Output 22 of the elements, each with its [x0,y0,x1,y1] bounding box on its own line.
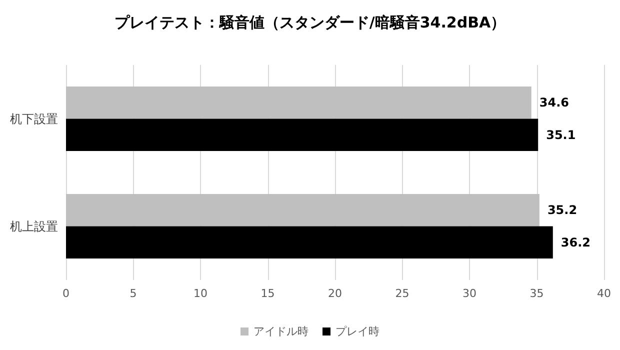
y-tick-label: 机上設置 [10,219,58,234]
bar [66,86,532,119]
chart-title: プレイテスト：騒音値（スタンダード/暗騒音34.2dBA） [114,14,506,32]
x-tick-label: 35 [530,287,544,300]
data-label: 35.2 [547,203,578,218]
legend-label: プレイ時 [336,325,380,338]
y-tick-label: 机下設置 [10,112,58,126]
bar [66,118,538,151]
data-label: 35.1 [546,128,576,142]
x-tick-label: 40 [597,287,611,300]
x-tick-label: 5 [130,287,137,300]
bar [66,226,553,258]
x-tick-label: 10 [194,287,208,300]
x-tick-label: 20 [328,287,342,300]
x-tick-label: 15 [260,287,275,300]
x-tick-label: 0 [62,287,70,300]
x-tick-label: 25 [395,287,410,300]
legend-label: アイドル時 [254,325,308,338]
x-tick-label: 30 [462,287,476,300]
data-label: 36.2 [560,235,590,250]
data-label: 34.6 [539,96,569,110]
bar [66,194,540,226]
